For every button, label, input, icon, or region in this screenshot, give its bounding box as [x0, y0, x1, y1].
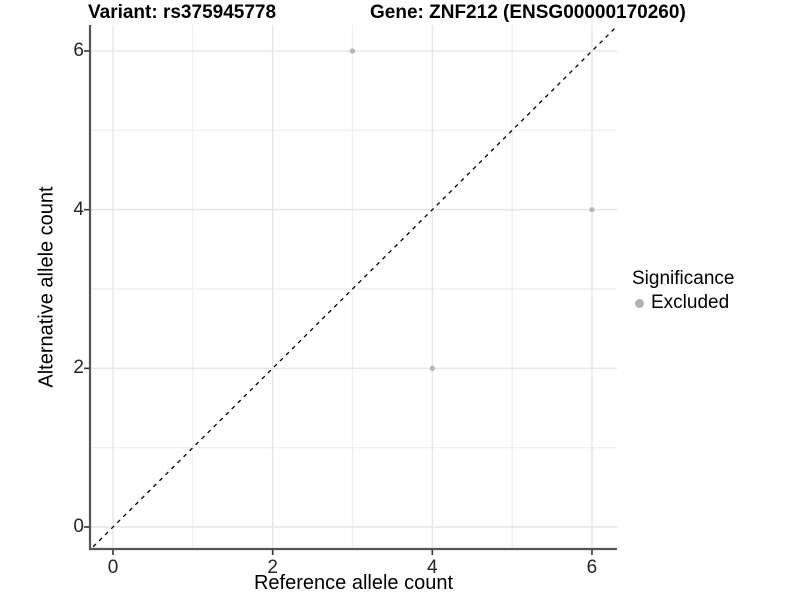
x-tick-label: 0 — [107, 557, 119, 578]
gene-title: Gene: ZNF212 (ENSG00000170260) — [370, 2, 686, 23]
major-gridlines — [90, 25, 617, 549]
data-point — [349, 48, 356, 54]
data-point — [589, 207, 595, 213]
x-tick-label: 2 — [267, 557, 278, 578]
y-tick-label: 4 — [73, 198, 84, 220]
x-tick-label: 4 — [427, 557, 438, 578]
y-tick-label: 6 — [73, 40, 84, 62]
y-tick-label: 2 — [73, 357, 84, 379]
x-axis-title: Reference allele count — [253, 572, 453, 594]
axis-lines — [88, 25, 617, 551]
identity-dashed-line — [90, 25, 617, 549]
legend-point-swatch — [635, 298, 644, 308]
variant-title: Variant: rs375945778 — [88, 2, 277, 23]
data-point — [429, 365, 435, 371]
legend-item-excluded: Excluded — [632, 292, 734, 314]
legend-item-label: Excluded — [651, 292, 730, 313]
axis-tick-marks — [84, 50, 593, 555]
data-points — [349, 48, 595, 371]
y-tick-label: 0 — [73, 516, 84, 537]
legend: Significance Excluded — [632, 268, 734, 314]
legend-title: Significance — [632, 268, 735, 289]
y-axis-title-text: Alternative allele count — [35, 186, 58, 388]
x-tick-label: 6 — [586, 557, 598, 578]
minor-gridlines — [90, 25, 617, 549]
